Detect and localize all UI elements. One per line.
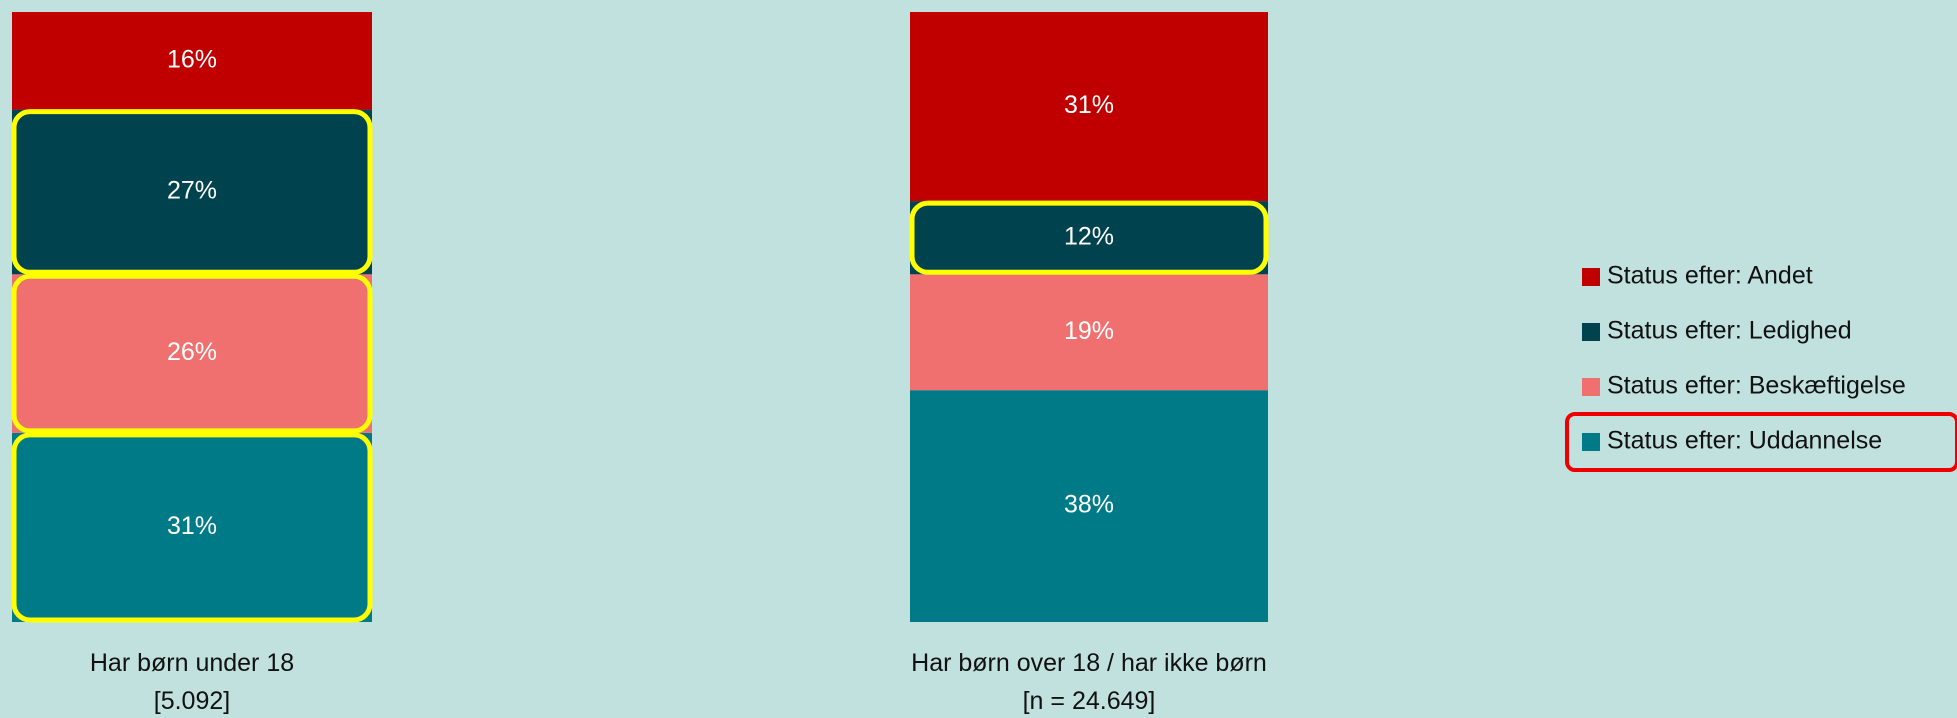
highlight-box (11, 432, 373, 623)
legend-swatch (1582, 378, 1600, 396)
data-label: 26% (167, 338, 217, 366)
data-label: 27% (167, 177, 217, 205)
data-label: 31% (167, 512, 217, 540)
data-label: 12% (1064, 222, 1114, 250)
data-label: 31% (1064, 91, 1114, 119)
legend-label: Status efter: Beskæftigelse (1607, 372, 1906, 400)
x-tick-label: Har børn over 18 / har ikke børn [n = 24… (911, 649, 1267, 715)
x-tick-label: Har børn under 18 [5.092] (89, 649, 295, 715)
bar-segment (12, 274, 372, 433)
legend-highlight (1565, 412, 1957, 472)
bar-segment (910, 201, 1268, 275)
bar-segment (910, 12, 1268, 202)
highlight-box (909, 200, 1269, 275)
highlight-box (11, 273, 373, 434)
data-label: 16% (167, 45, 217, 73)
legend-label: Status efter: Andet (1607, 262, 1813, 290)
bar-segment (12, 432, 372, 622)
data-label: 19% (1064, 317, 1114, 345)
bar-segment (12, 109, 372, 275)
bar-segment (910, 390, 1268, 622)
data-label: 38% (1064, 491, 1114, 519)
legend-label: Status efter: Uddannelse (1607, 427, 1882, 455)
legend-swatch (1582, 323, 1600, 341)
legend-swatch (1582, 433, 1600, 451)
bar-segment (910, 274, 1268, 391)
highlight-box (11, 109, 373, 275)
legend-swatch (1582, 268, 1600, 286)
legend-label: Status efter: Ledighed (1607, 317, 1852, 345)
bar-segment (12, 12, 372, 110)
